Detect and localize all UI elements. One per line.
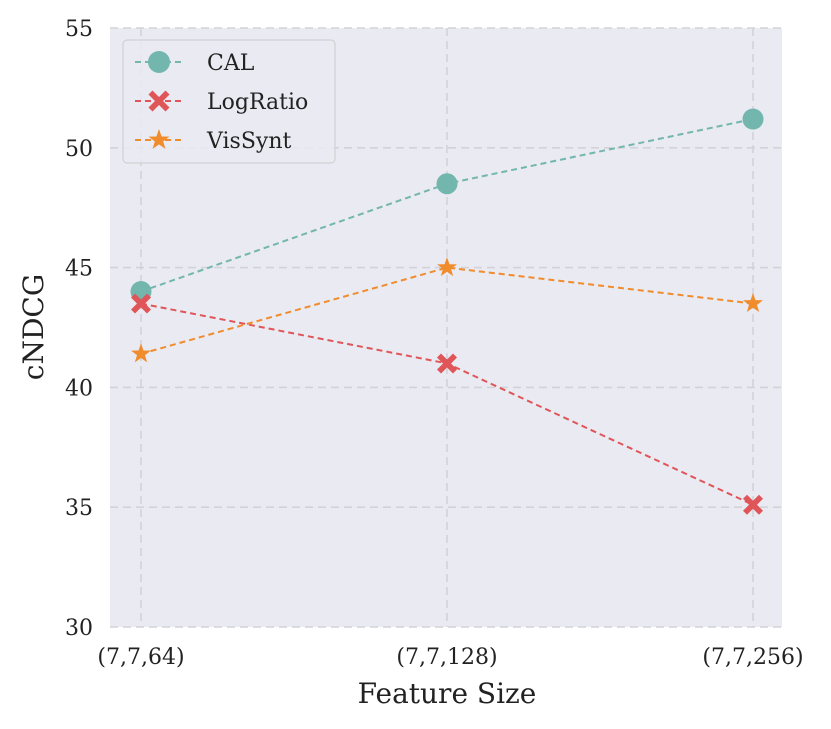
x-tick-label: (7,7,256): [702, 645, 803, 670]
series-logratio: [131, 293, 763, 515]
data-point-star: [437, 257, 457, 277]
data-point-circle: [436, 173, 458, 195]
data-point-x: [437, 353, 457, 374]
y-tick-label: 40: [65, 376, 93, 401]
legend-label: CAL: [207, 51, 255, 76]
y-axis-ticks: 30 35 40 45 50 55: [65, 17, 93, 641]
grid: [110, 27, 782, 628]
series-vissynt: [131, 257, 763, 363]
x-axis-label: Feature Size: [358, 677, 537, 710]
legend-marker: [148, 129, 170, 149]
x-tick-label: (7,7,64): [97, 645, 184, 670]
legend-item-logratio: LogRatio: [135, 90, 308, 115]
series-line: [140, 266, 754, 355]
x-tick-label: (7,7,128): [396, 645, 497, 670]
data-point-star: [743, 293, 763, 313]
legend-label: LogRatio: [207, 90, 308, 115]
legend-item-vissynt: VisSynt: [135, 129, 291, 154]
legend-item-cal: CAL: [135, 51, 255, 76]
y-tick-label: 35: [65, 496, 93, 521]
y-tick-label: 50: [65, 137, 93, 162]
legend-label: VisSynt: [206, 129, 291, 154]
x-axis-ticks: (7,7,64) (7,7,128) (7,7,256): [97, 645, 803, 670]
legend: CAL LogRatio VisSynt: [122, 39, 336, 164]
legend-box: [122, 39, 336, 164]
data-point-x: [131, 293, 151, 314]
y-tick-label: 55: [65, 17, 93, 42]
series-group: [130, 108, 764, 515]
y-tick-label: 30: [65, 616, 93, 641]
legend-marker: [148, 90, 170, 112]
legend-marker: [148, 51, 170, 73]
data-point-circle: [742, 108, 764, 130]
y-tick-label: 45: [65, 257, 93, 282]
data-point-x: [743, 494, 763, 515]
y-axis-label: cNDCG: [17, 274, 50, 380]
data-point-star: [131, 343, 151, 363]
